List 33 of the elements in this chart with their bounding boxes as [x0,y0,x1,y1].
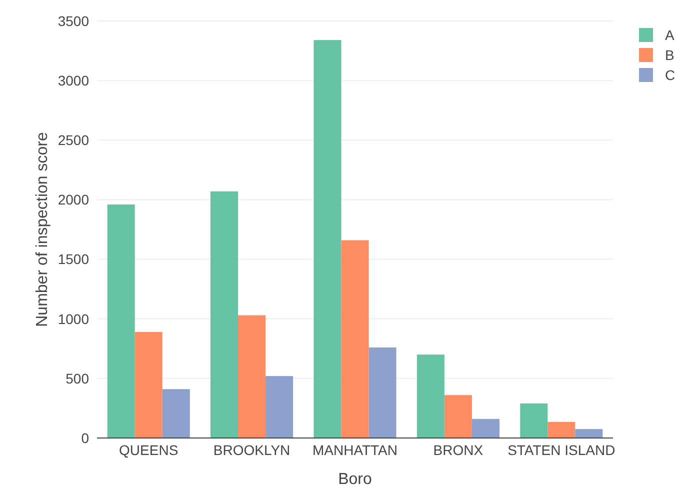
x-tick-label: BRONX [433,442,484,458]
x-tick-label: MANHATTAN [312,442,398,458]
bar [548,422,576,438]
bar [314,40,342,438]
bar [520,403,548,438]
x-tick-label: STATEN ISLAND [508,442,616,458]
bar [107,204,135,438]
y-tick-label: 2500 [58,132,90,148]
y-tick-label: 3000 [58,72,90,88]
legend-label: A [665,26,675,43]
y-axis-title: Number of inspection score [34,132,51,327]
bar [416,354,444,438]
bar [472,418,500,438]
x-tick-label: BROOKLYN [213,442,290,458]
legend-label: C [665,66,676,83]
x-axis-title: Boro [338,471,372,488]
bar [575,429,603,438]
bar [210,191,238,438]
y-tick-label: 500 [66,370,90,386]
y-tick-label: 3500 [58,12,90,29]
bar [238,315,266,438]
y-tick-label: 0 [81,430,90,446]
bar [162,389,190,438]
bar [341,240,369,438]
bar [134,332,162,438]
x-tick-label: QUEENS [119,442,178,458]
y-tick-label: 1000 [58,310,90,327]
bar [266,376,294,438]
legend-label: B [665,46,674,63]
bar [444,395,472,438]
y-tick-label: 1500 [58,251,90,268]
y-tick-label: 2000 [58,192,90,208]
bar [368,347,396,438]
